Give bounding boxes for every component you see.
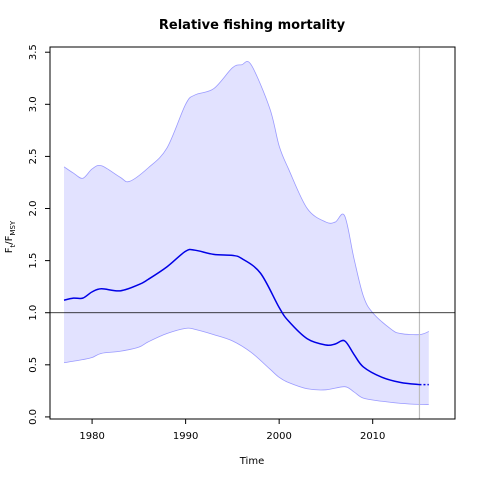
band-upper-edge	[63, 60, 429, 336]
y-tick-label: 2.0	[28, 201, 39, 217]
y-tick-label: 1.0	[28, 305, 39, 321]
plot-frame	[49, 46, 456, 420]
y-tick-label: 2.5	[28, 148, 39, 164]
chart-title: Relative fishing mortality	[159, 18, 346, 33]
median-line	[63, 248, 420, 386]
y-axis-label-main: F	[4, 247, 15, 253]
y-axis: 0.0 0.5 1.0 1.5 2.0 2.5 3.0 3.5	[28, 44, 50, 425]
x-tick-label: 2010	[360, 431, 385, 442]
x-tick-label: 1990	[173, 431, 198, 442]
y-tick-label: 0.0	[28, 409, 39, 425]
y-axis-label: Ft/FMSY	[4, 220, 17, 253]
confidence-band	[64, 61, 429, 405]
y-axis-label-mid: /F	[4, 235, 15, 244]
y-tick-label: 3.0	[28, 96, 39, 112]
y-tick-label: 0.5	[28, 357, 39, 373]
x-axis: 1980 1990 2000 2010	[79, 419, 385, 442]
y-tick-label: 1.5	[28, 253, 39, 269]
x-tick-label: 1980	[79, 431, 104, 442]
x-axis-label: Time	[239, 456, 264, 467]
y-axis-label-sub1: t	[9, 244, 17, 247]
y-tick-label: 3.5	[28, 44, 39, 60]
band-lower-edge	[63, 327, 429, 405]
x-tick-label: 2000	[266, 431, 291, 442]
y-axis-label-sub2: MSY	[9, 220, 17, 235]
plot-content	[50, 47, 455, 419]
